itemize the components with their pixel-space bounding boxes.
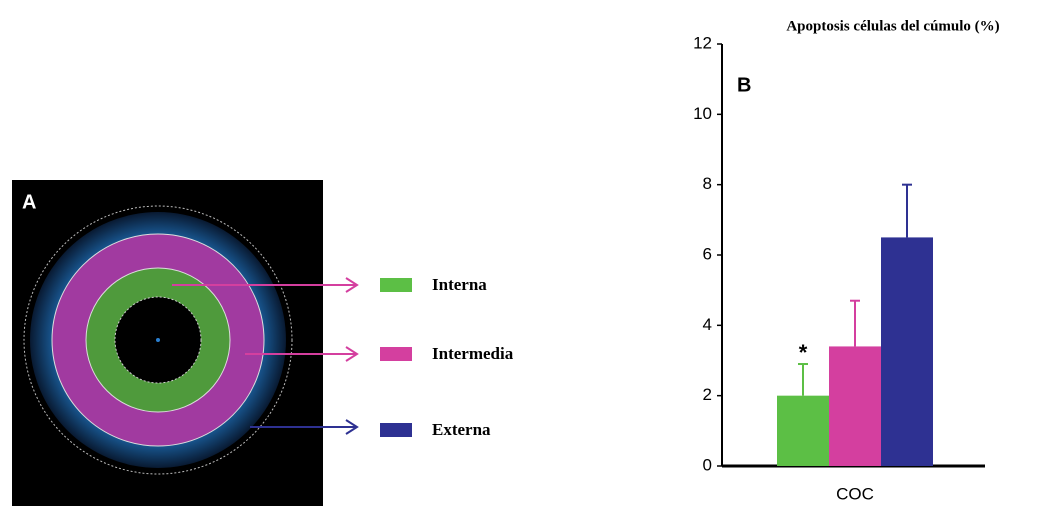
error-bar <box>850 299 860 347</box>
bar-chart: Apoptosis células del cúmulo (%) B 0 2 4 6 8… <box>693 18 1000 503</box>
y-tick-label: 2 <box>703 385 712 404</box>
legend-label: Interna <box>432 275 487 294</box>
panel-label: A <box>22 191 36 213</box>
bar <box>829 346 881 466</box>
y-tick-label: 12 <box>693 33 712 52</box>
outer-boundary <box>23 205 293 475</box>
y-tick-label: 10 <box>693 104 712 123</box>
center-dot <box>156 338 160 342</box>
legend-label: Intermedia <box>432 344 514 363</box>
legend-swatch <box>380 278 412 292</box>
arrows <box>172 277 359 435</box>
y-tick-label: 4 <box>703 315 712 334</box>
arrow <box>245 346 359 362</box>
bar <box>777 395 829 466</box>
chart-title: Apoptosis células del cúmulo (%) <box>786 18 999 34</box>
error-bar <box>798 363 808 396</box>
y-tick-label: 0 <box>703 455 712 474</box>
micrograph: A <box>12 180 323 506</box>
legend-label: Externa <box>432 420 491 439</box>
legend-swatch <box>380 423 412 437</box>
arrow <box>172 277 359 293</box>
error-bar <box>902 183 912 238</box>
legend-swatch <box>380 347 412 361</box>
x-tick-label: COC <box>836 484 874 503</box>
arrow <box>250 419 359 435</box>
panel-label: B <box>737 74 751 96</box>
annotation: * <box>799 340 808 365</box>
legend: Interna Intermedia Externa <box>380 275 514 439</box>
y-tick-label: 8 <box>703 174 712 193</box>
y-tick-label: 6 <box>703 244 712 263</box>
bar <box>881 237 933 466</box>
